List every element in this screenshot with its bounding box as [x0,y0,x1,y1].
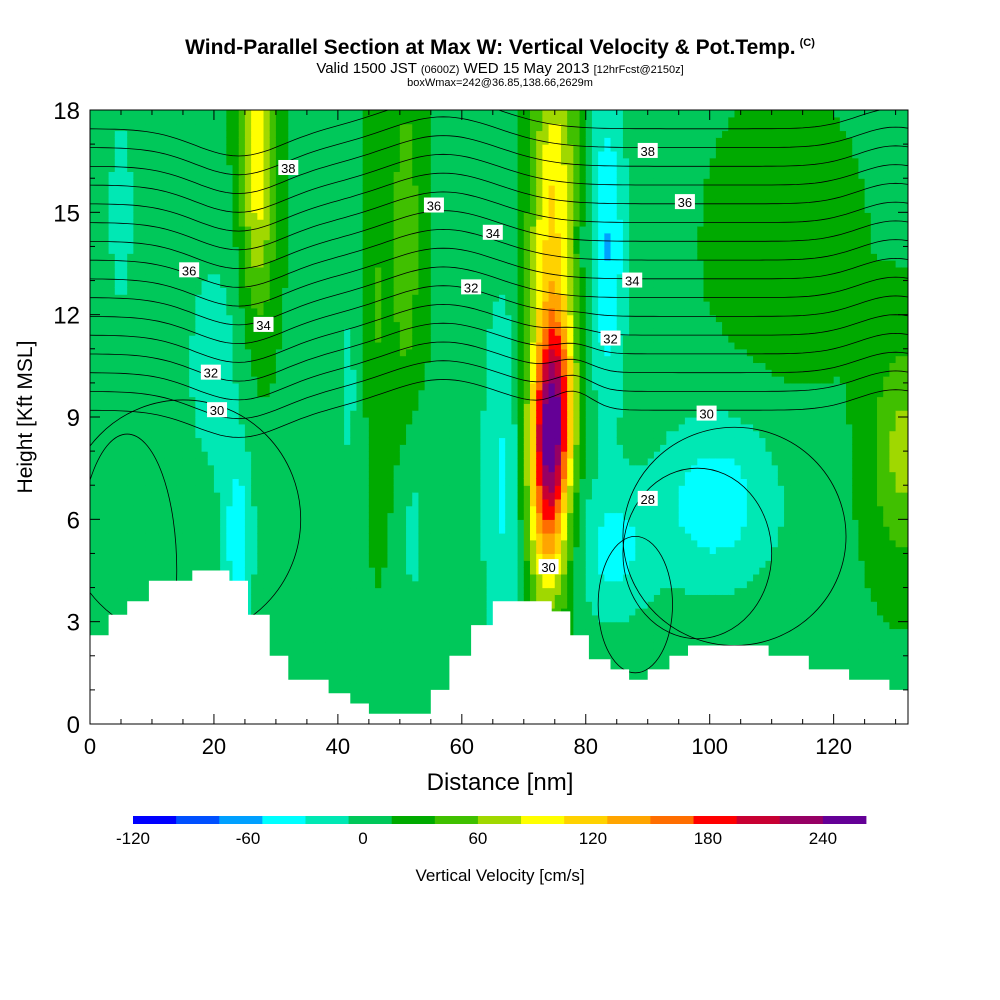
y-axis-label: Height [Kft MSL] [14,341,37,494]
colorbar-segment [391,816,436,824]
copyright-mark: (C) [799,37,815,49]
colorbar-tick-label: 0 [358,829,367,848]
forecast-info: [12hrFcst@2150z] [593,64,684,76]
y-tick-label: 18 [53,98,80,125]
potential-temperature-contours [90,110,908,708]
colorbar-label: Vertical Velocity [cm/s] [415,866,584,885]
wmax-info: boxWmax=242@36.85,138.66,2629m [407,77,593,89]
x-tick-label: 60 [450,734,474,759]
colorbar-tick-label: -60 [236,829,261,848]
chart-title-text: Wind-Parallel Section at Max W: Vertical… [185,36,796,59]
y-tick-label: 12 [53,303,80,330]
contour-label: 30 [696,405,717,422]
contour-label: 34 [622,272,643,289]
colorbar-segment [779,816,824,824]
contour-label: 30 [538,559,559,575]
contour-label: 32 [461,279,482,295]
colorbar-tick-label: 60 [468,829,487,848]
colorbar-tick-label: -120 [116,829,150,848]
y-tick-label: 15 [53,200,80,227]
valid-time: Valid 1500 JST [316,60,417,77]
colorbar-tick-label: 180 [694,829,722,848]
valid-date: WED 15 May 2013 [463,60,590,77]
y-tick-label: 0 [67,712,80,739]
y-tick-label: 9 [67,405,80,432]
x-tick-label: 40 [326,734,350,759]
colorbar-segment [650,816,694,824]
y-tick-label: 3 [67,610,80,637]
contour-label: 34 [253,316,274,333]
colorbar-segment [262,816,306,824]
x-tick-label: 20 [202,734,226,759]
colorbar-segment [693,816,738,824]
contour-label: 34 [482,224,503,241]
colorbar-segment [736,816,781,824]
contour-label: 36 [423,197,444,214]
y-tick-label: 6 [67,507,80,534]
colorbar-segment [822,816,867,824]
contour-label: 32 [200,364,221,381]
contour-label: 38 [637,142,658,159]
colorbar-segment [176,816,220,824]
x-tick-label: 0 [84,734,96,759]
contour-label: 28 [637,490,658,507]
x-tick-label: 100 [691,734,728,759]
x-tick-label: 120 [815,734,852,759]
contour-label: 36 [674,194,695,210]
contour-label: 38 [278,159,299,176]
colorbar: -120 -60 0 60 120 180 240 [116,816,867,848]
colorbar-tick-label: 240 [809,829,837,848]
valid-time-utc: (0600Z) [420,64,460,76]
x-axis-label: Distance [nm] [427,769,574,796]
colorbar-tick-label: 120 [579,829,607,848]
contour-label: 32 [600,330,621,347]
contour-labels: 38 36 34 38 36 36 34 32 34 32 32 30 30 28 30 [179,142,717,575]
colorbar-segment [219,816,263,824]
colorbar-segment [133,816,177,824]
colorbar-segment [348,816,393,824]
colorbar-segment [305,816,349,824]
colorbar-segment [434,816,479,824]
terrain-mask [90,570,908,724]
colorbar-segment [521,816,565,824]
vertical-velocity-field [90,110,908,724]
contour-label: 36 [179,262,200,278]
colorbar-segment [477,816,522,824]
x-tick-label: 80 [574,734,598,759]
colorbar-segment [607,816,651,824]
chart-subtitle: Valid 1500 JST (0600Z) WED 15 May 2013 [… [0,60,1000,77]
colorbar-segment [564,816,608,824]
contour-label: 30 [207,402,228,418]
chart-title: Wind-Parallel Section at Max W: Vertical… [0,36,1000,60]
